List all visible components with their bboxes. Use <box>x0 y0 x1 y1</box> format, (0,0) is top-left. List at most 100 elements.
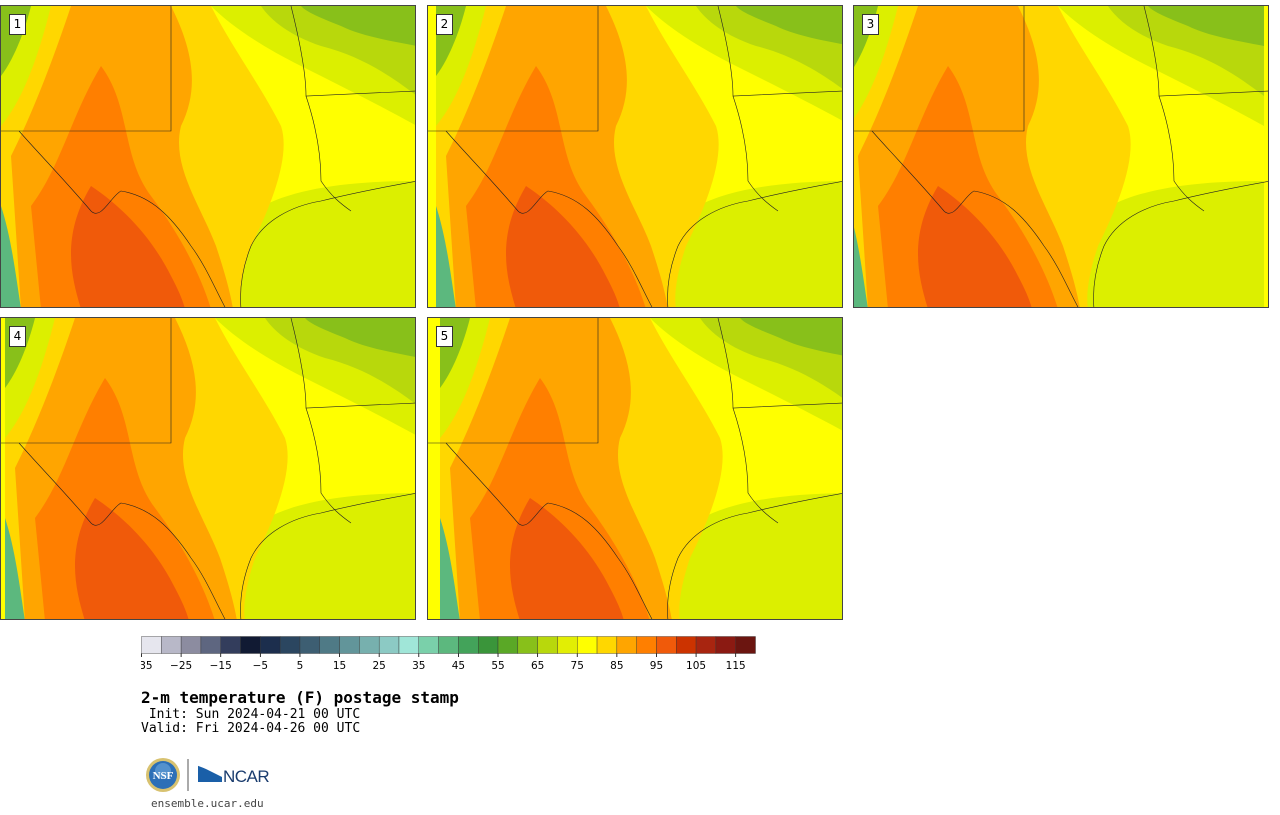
chart-title: 2-m temperature (F) postage stamp <box>141 688 459 707</box>
temperature-contour <box>75 498 189 619</box>
border-line <box>854 6 1025 132</box>
colorbar-swatch <box>319 636 340 654</box>
colorbar-tick-label: −15 <box>210 660 232 672</box>
temperature-map-5 <box>428 318 842 619</box>
temperature-contour <box>740 318 842 356</box>
colorbar-tick-label: −25 <box>170 660 192 672</box>
temperature-colorbar: −35 −25 −15 −5 5 15 25 35 45 55 65 75 85 95 105 115 <box>141 636 756 672</box>
temperature-contour <box>736 6 842 45</box>
temperature-contour <box>436 206 456 307</box>
colorbar-swatch <box>240 636 261 654</box>
temperature-contour <box>215 318 415 619</box>
temperature-field <box>5 318 415 619</box>
border-line <box>717 318 842 409</box>
temperature-contour <box>1148 6 1264 46</box>
temperature-contour <box>650 318 842 619</box>
colorbar-swatch <box>299 636 320 654</box>
colorbar-swatch <box>656 636 677 654</box>
colorbar-swatch <box>636 636 657 654</box>
border-line <box>305 407 352 524</box>
member-panel-4: 4 <box>0 317 416 620</box>
init-time: Init: Sun 2024-04-21 00 UTC <box>141 707 361 722</box>
colorbar-swatch <box>200 636 221 654</box>
border-line <box>428 6 599 132</box>
ncar-logo-text: NCAR <box>223 767 269 786</box>
colorbar-swatch <box>220 636 241 654</box>
temperature-contour <box>305 318 415 357</box>
border-line <box>445 130 653 307</box>
political-borders <box>854 6 1268 307</box>
temperature-contour <box>71 186 185 307</box>
colorbar-tick-label: 95 <box>650 660 663 672</box>
colorbar-swatch <box>676 636 697 654</box>
colorbar-swatch <box>279 636 301 654</box>
colorbar-swatch <box>359 636 380 654</box>
border-line <box>428 318 599 444</box>
border-line <box>717 6 842 97</box>
border-line <box>667 493 842 619</box>
temperature-contour <box>5 518 25 619</box>
border-line <box>240 181 415 307</box>
temperature-map-1 <box>1 6 415 307</box>
border-line <box>18 442 226 619</box>
border-line <box>667 181 842 307</box>
colorbar-swatch <box>438 636 459 654</box>
panel-number-5: 5 <box>436 326 453 347</box>
logos: NSF NCAR <box>146 758 270 792</box>
temperature-map-2 <box>428 6 842 307</box>
colorbar-tick-label: 35 <box>412 660 425 672</box>
colorbar-tick-label: −5 <box>253 660 268 672</box>
temperature-contour <box>918 186 1032 307</box>
border-line <box>18 130 226 307</box>
colorbar-tick-label: 25 <box>372 660 385 672</box>
border-line <box>871 130 1079 307</box>
colorbar-tick-label: 75 <box>571 660 584 672</box>
colorbar-swatch <box>458 636 479 654</box>
colorbar-swatch <box>557 636 578 654</box>
border-line <box>732 95 779 212</box>
colorbar-tick-label: 65 <box>531 660 544 672</box>
colorbar-swatch <box>497 636 519 654</box>
colorbar-tick-label: 15 <box>333 660 346 672</box>
colorbar-swatch <box>478 636 499 654</box>
temperature-field <box>440 318 842 619</box>
border-line <box>1158 95 1205 212</box>
colorbar-swatch <box>180 636 202 654</box>
colorbar-tick-label: 105 <box>686 660 706 672</box>
border-line <box>1 318 172 444</box>
political-borders <box>428 318 842 619</box>
colorbar-swatch <box>735 636 756 654</box>
border-line <box>445 442 653 619</box>
panel-number-3: 3 <box>862 14 879 35</box>
colorbar-swatch <box>577 636 598 654</box>
temperature-map-3 <box>854 6 1268 307</box>
border-line <box>305 95 352 212</box>
border-line <box>290 6 415 97</box>
temperature-map-4 <box>1 318 415 619</box>
colorbar-swatch <box>715 636 736 654</box>
border-line <box>1143 6 1268 97</box>
temperature-contour <box>506 186 620 307</box>
political-borders <box>1 318 415 619</box>
panel-number-2: 2 <box>436 14 453 35</box>
temperature-contour <box>440 518 460 619</box>
border-line <box>1093 181 1268 307</box>
colorbar-swatch <box>378 636 400 654</box>
temperature-contour <box>1058 6 1264 307</box>
colorbar-tick-label: 45 <box>452 660 465 672</box>
colorbar-tick-label: −35 <box>141 660 153 672</box>
temperature-field <box>1 6 415 307</box>
temperature-contour <box>854 227 868 307</box>
colorbar-swatch <box>161 636 182 654</box>
border-line <box>240 493 415 619</box>
border-line <box>1 6 172 132</box>
colorbar-swatch <box>339 636 360 654</box>
border-line <box>290 318 415 409</box>
colorbar-swatch <box>695 636 717 654</box>
colorbar-swatch <box>141 636 162 654</box>
member-panel-2: 2 <box>427 5 843 308</box>
temperature-contour <box>1 206 21 307</box>
member-panel-5: 5 <box>427 317 843 620</box>
temperature-contour <box>211 6 415 307</box>
ncar-logo: NCAR <box>197 764 270 786</box>
